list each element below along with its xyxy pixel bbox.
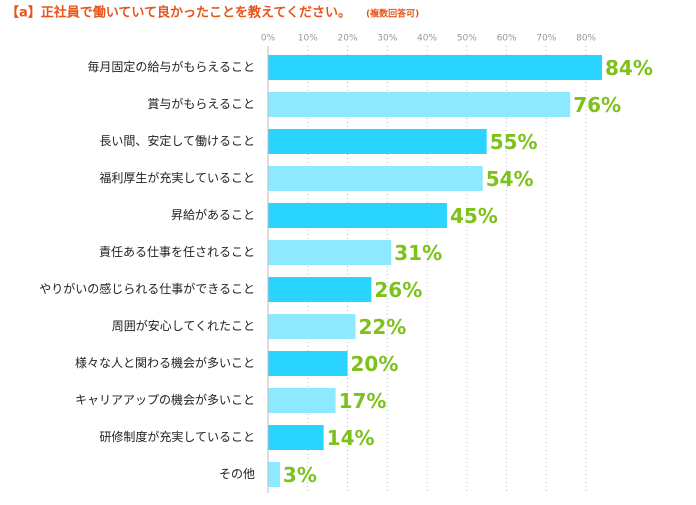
category-label: キャリアアップの機会が多いこと xyxy=(75,392,255,407)
category-label: 福利厚生が充実していること xyxy=(99,170,255,185)
value-label: 84% xyxy=(605,56,653,80)
x-tick-label: 20% xyxy=(338,34,358,44)
value-label: 55% xyxy=(490,130,538,154)
x-tick-label: 50% xyxy=(457,34,477,44)
category-label: 周囲が安心してくれたこと xyxy=(112,318,255,333)
value-label: 45% xyxy=(450,204,498,228)
bar xyxy=(268,240,392,265)
bar xyxy=(268,388,336,413)
value-label: 26% xyxy=(374,278,422,302)
category-label: 毎月固定の給与がもらえること xyxy=(87,59,255,74)
bar xyxy=(268,314,356,339)
value-label: 76% xyxy=(573,93,621,117)
value-label: 22% xyxy=(358,315,406,339)
category-label: やりがいの感じられる仕事ができること xyxy=(39,281,255,296)
x-tick-label: 10% xyxy=(298,34,318,44)
category-label: 様々な人と関わる機会が多いこと xyxy=(75,355,255,370)
x-tick-label: 0% xyxy=(261,34,276,44)
bar xyxy=(268,55,603,80)
category-label: 昇給があること xyxy=(171,207,255,222)
x-tick-label: 80% xyxy=(576,34,596,44)
category-label: その他 xyxy=(219,467,255,481)
bar xyxy=(268,129,487,154)
x-tick-label: 60% xyxy=(497,34,517,44)
category-label: 責任ある仕事を任されること xyxy=(99,245,255,259)
value-label: 20% xyxy=(351,352,399,376)
bar xyxy=(268,203,447,228)
bar xyxy=(268,166,483,191)
value-label: 54% xyxy=(486,167,534,191)
x-tick-label: 40% xyxy=(417,34,437,44)
bar xyxy=(268,425,324,450)
category-label: 研修制度が充実していること xyxy=(99,429,255,444)
x-tick-label: 70% xyxy=(536,34,556,44)
chart-subtitle: (複数回答可) xyxy=(366,8,419,20)
value-label: 31% xyxy=(394,241,442,265)
bar xyxy=(268,277,372,302)
value-label: 17% xyxy=(339,389,387,413)
category-label: 長い間、安定して働けること xyxy=(99,133,255,148)
value-label: 3% xyxy=(283,463,317,487)
category-label: 賞与がもらえること xyxy=(147,96,255,111)
value-label: 14% xyxy=(327,426,375,450)
bar xyxy=(268,462,280,487)
x-tick-label: 30% xyxy=(377,34,397,44)
bar xyxy=(268,92,571,117)
chart-title: 【a】正社員で働いていて良かったことを教えてください。 xyxy=(6,5,351,21)
bar xyxy=(268,351,348,376)
